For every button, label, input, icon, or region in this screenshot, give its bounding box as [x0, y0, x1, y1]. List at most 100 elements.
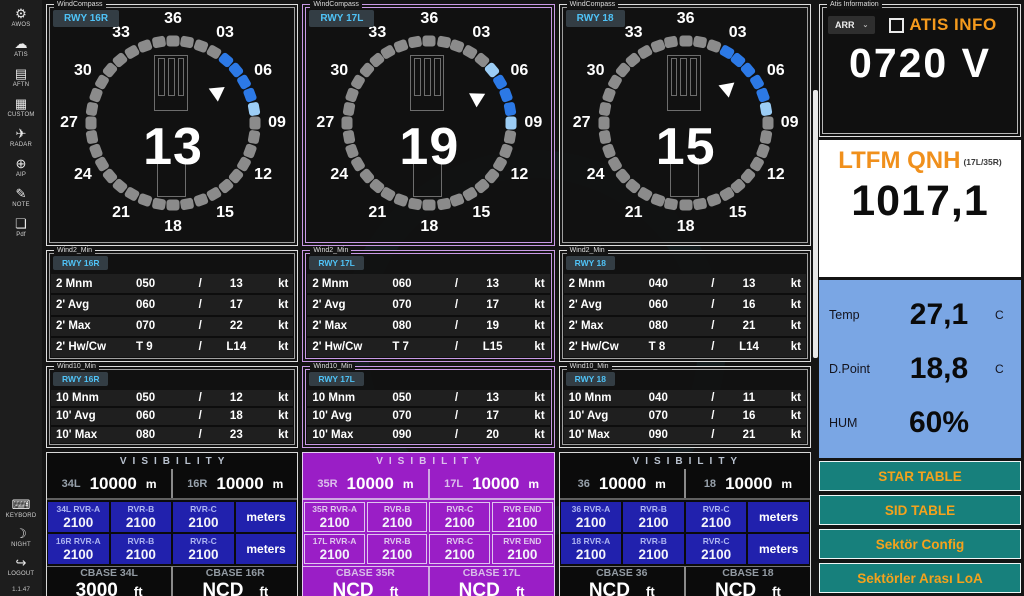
sidebar-item-atis[interactable]: ☁ ATIS: [14, 37, 28, 59]
wind10-row: 10 Mnm 040 / 11 kt: [563, 390, 806, 407]
visibility-values-row: 36 10000 m 18 10000 m: [559, 469, 810, 500]
runway-tag[interactable]: RWY 18: [565, 10, 625, 27]
wind-direction: T 7: [392, 341, 409, 354]
compass-segment: [166, 199, 180, 211]
sidebar-item-pdf[interactable]: ❏ Pdf: [15, 216, 27, 239]
rvr-cell: RVR END 2100: [492, 502, 553, 532]
runway-tag[interactable]: RWY 17L: [309, 372, 364, 386]
sidebar-item-logout[interactable]: ↪ LOGOUT: [7, 556, 35, 578]
rvr-row: 16R RVR-A 2100 RVR-B 2100 RVR-C 2100 meters: [48, 534, 297, 564]
aip-icon: ⊕: [15, 156, 27, 171]
sidebar-item-label: AWOS: [11, 22, 31, 28]
compass-segment: [755, 86, 771, 103]
separator: /: [454, 392, 459, 405]
atis-mode-dropdown[interactable]: ARR ⌄: [828, 16, 876, 34]
visibility-unit: m: [402, 476, 414, 491]
sidebar-item-aftn[interactable]: ▤ AFTN: [13, 67, 29, 89]
wind-speed: 13: [486, 392, 500, 405]
sidebar-item-note[interactable]: ✎ NOTE: [12, 187, 29, 209]
rvr-unit-label: meters: [748, 534, 809, 564]
runway-tag[interactable]: RWY 17L: [309, 256, 364, 270]
wind2min-rows: 2 Mnm 040 / 13 kt 2' Avg 060 / 16 kt 2' Max 080 / 21 k…: [563, 274, 806, 357]
wind2-row: 2' Avg 060 / 16 kt: [563, 293, 806, 315]
sidebar-item-aip[interactable]: ⊕ AIP: [15, 156, 27, 179]
wind-direction-arrow: [208, 80, 230, 102]
runway-tag[interactable]: RWY 16R: [53, 372, 109, 386]
rvr-label: 18 RVR-A: [571, 536, 611, 546]
sidebar-item-night[interactable]: ☽ NIGHT: [11, 527, 31, 549]
rvr-cell: RVR-B 2100: [623, 502, 684, 532]
runway-tag[interactable]: RWY 18: [565, 372, 615, 386]
visibility-runway-label: 16R: [187, 477, 208, 490]
runway-tag[interactable]: RWY 18: [565, 256, 615, 270]
visibility-value: 10000: [89, 473, 137, 493]
compass-segment: [422, 35, 436, 47]
cloudbase-label: CBASE 18: [722, 567, 774, 579]
wind-speed: 17: [486, 410, 500, 423]
rvr-row: 34L RVR-A 2100 RVR-B 2100 RVR-C 2100 meters: [48, 502, 297, 532]
runway-symbol: [154, 55, 190, 197]
compass-heading-label: 24: [586, 166, 605, 183]
visibility-cell: 35R 10000 m: [303, 469, 427, 498]
compass-segment: [179, 35, 195, 49]
wind-speed-value: 13: [143, 118, 203, 176]
wind-direction: 060: [392, 277, 412, 290]
cloudbase-value-wrap: NCD ft: [332, 580, 398, 596]
rvr-unit-label: meters: [235, 534, 297, 564]
rvr-value: 2100: [188, 514, 219, 530]
sidebar-item-radar[interactable]: ✈ RADAR: [9, 127, 32, 149]
sidebar-item-awos[interactable]: ⚙ AWOS: [11, 7, 31, 29]
runway-column: WindCompass RWY 17L 19 36 03 06 09 12 15 18 21 2…: [302, 0, 555, 596]
visibility-runway-label: 35R: [317, 477, 338, 490]
compass-heading-label: 06: [510, 62, 529, 79]
separator: /: [198, 320, 202, 333]
wind10-row: 10' Max 090 / 21 kt: [563, 424, 806, 443]
rvr-value: 2100: [701, 514, 732, 530]
pdf-icon: ❏: [15, 216, 27, 231]
compass-segment: [692, 35, 708, 49]
sid-table-button[interactable]: SID TABLE: [819, 495, 1021, 525]
wind-direction: 080: [392, 320, 412, 333]
cloudbase-cell: CBASE 36 NCD ft: [560, 567, 684, 596]
runway-threshold-icon: [410, 55, 445, 111]
wind-speed: 17: [486, 298, 500, 311]
rvr-value: 2100: [382, 514, 413, 530]
sektorler-arasi-loa-button[interactable]: Sektörler Arası LoA: [819, 563, 1021, 593]
sidebar-item-keyboard[interactable]: ⌨ KEYBORD: [6, 498, 37, 520]
cloudbase-label: CBASE 34L: [80, 567, 138, 579]
atis-info-checkbox[interactable]: [889, 17, 905, 33]
wind-compass: 19 36 03 06 09 12 15 18 21 24 27 30 33: [303, 5, 553, 245]
rvr-cell: RVR-C 2100: [173, 502, 234, 532]
rvr-value: 2100: [125, 546, 156, 562]
wind-speed: 21: [742, 428, 756, 441]
separator: /: [454, 428, 459, 441]
cloudbase-cell: CBASE 18 NCD ft: [683, 567, 810, 596]
rvr-label: RVR-C: [702, 504, 730, 514]
humidity-row: HUM 60%: [829, 406, 1011, 440]
wind-row-label: 2' Max: [568, 320, 604, 333]
wind-speed: 16: [742, 410, 756, 423]
sidebar-item-label: RADAR: [9, 142, 32, 148]
wind-row-label: 2' Hw/Cw: [568, 341, 619, 354]
runway-threshold-icon: [666, 55, 701, 111]
wind-unit: kt: [278, 392, 289, 405]
rvr-label: RVR END: [503, 504, 542, 514]
temp-row: Temp 27,1 C: [829, 298, 1011, 332]
star-table-button[interactable]: STAR TABLE: [819, 461, 1021, 491]
wind-row-label: 2' Max: [312, 320, 348, 333]
wind-direction: 050: [136, 392, 156, 405]
runway-tag[interactable]: RWY 17L: [309, 10, 375, 27]
wind-direction: 070: [136, 320, 156, 333]
wind-direction: 050: [392, 392, 412, 405]
compass-heading-label: 27: [316, 114, 335, 131]
sidebar-item-custom[interactable]: ▦ CUSTOM: [7, 97, 34, 119]
runway-tag[interactable]: RWY 16R: [53, 256, 109, 270]
sidebar-item-label: LOGOUT: [7, 571, 35, 577]
rvr-cell: RVR-C 2100: [685, 502, 747, 532]
runway-tag[interactable]: RWY 16R: [53, 10, 120, 27]
wind10-row: 10' Avg 070 / 17 kt: [307, 406, 550, 425]
cloudbase-label: CBASE 16R: [205, 567, 265, 579]
wind2-row: 2' Hw/Cw T 8 / L14 kt: [563, 335, 806, 357]
sektor-config-button[interactable]: Sektör Config: [819, 529, 1021, 559]
vertical-scrollbar[interactable]: [813, 90, 818, 358]
